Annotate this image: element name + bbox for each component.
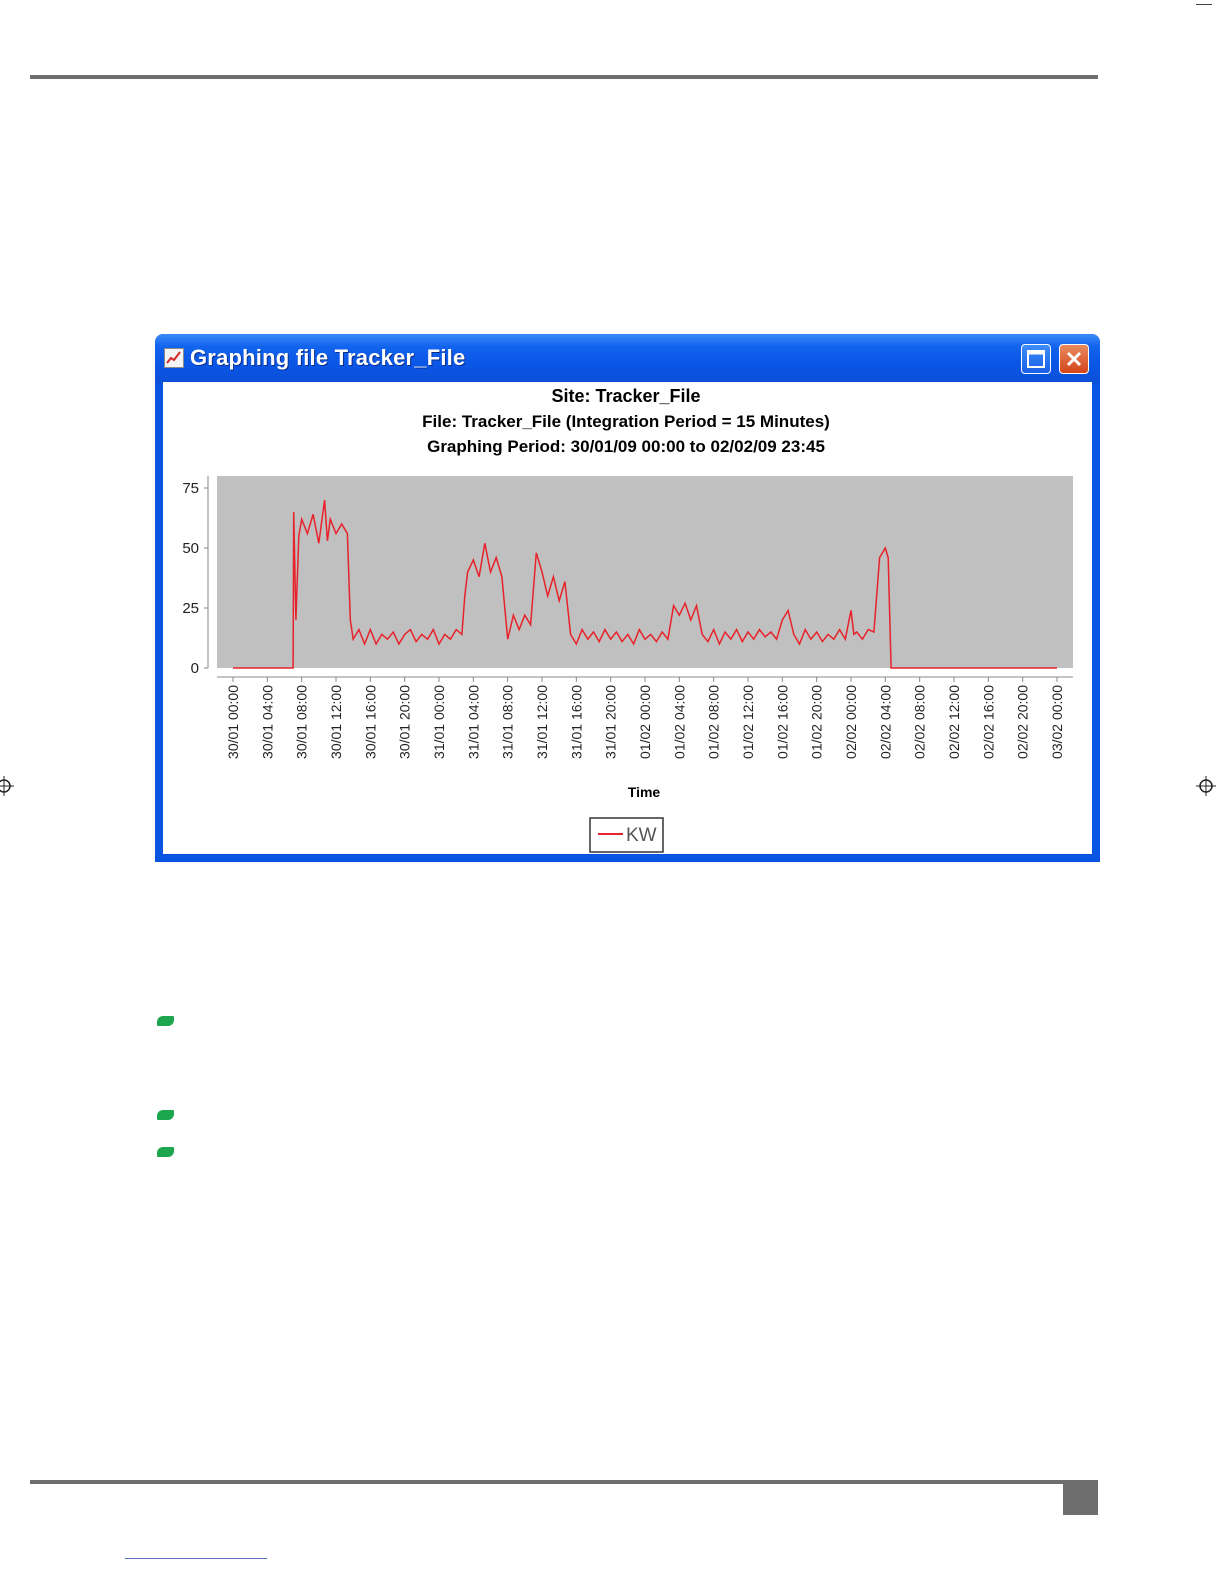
y-tick-label: 25 [182,600,199,617]
x-tick-label: 02/02 20:00 [1015,685,1031,759]
x-tick-label: 31/01 12:00 [534,685,550,759]
close-button[interactable] [1059,344,1089,374]
kw-line-chart: Site: Tracker_File File: Tracker_File (I… [182,386,1073,853]
x-tick-label: 01/02 12:00 [740,685,756,759]
registration-mark-right [1196,776,1216,796]
chart-panel: Site: Tracker_File File: Tracker_File (I… [163,382,1092,854]
y-axis-ticks: 0 25 50 75 [182,480,208,677]
chart-subtitle-period: Graphing Period: 30/01/09 00:00 to 02/02… [427,437,825,456]
y-tick-label: 75 [182,480,199,497]
x-tick-label: 31/01 20:00 [603,685,619,759]
x-tick-label: 31/01 08:00 [500,685,516,759]
plot-area [217,476,1073,668]
legend-label-kw: KW [626,825,657,846]
x-tick-label: 02/02 12:00 [946,685,962,759]
bottom-rule [30,1480,1098,1484]
crop-mark [1196,4,1212,5]
legend: KW [589,817,664,853]
chart-app-icon [164,348,184,368]
x-tick-label: 31/01 00:00 [431,685,447,759]
bullet-marker [157,1147,174,1157]
chart-title: Site: Tracker_File [551,386,700,406]
top-rule [30,75,1098,79]
y-tick-label: 0 [191,660,199,677]
x-tick-label: 01/02 20:00 [809,685,825,759]
graph-window: Graphing file Tracker_File Site: Tracker… [155,334,1100,862]
x-tick-label: 01/02 08:00 [706,685,722,759]
bullet-marker [157,1110,174,1120]
x-tick-label: 30/01 04:00 [259,685,275,759]
footer-link-underline [125,1558,267,1559]
x-tick-label: 30/01 20:00 [397,685,413,759]
x-tick-label: 01/02 00:00 [637,685,653,759]
x-axis-label: Time [628,784,661,800]
x-tick-label: 01/02 04:00 [671,685,687,759]
x-tick-label: 31/01 04:00 [465,685,481,759]
x-tick-label: 02/02 00:00 [843,685,859,759]
maximize-button[interactable] [1021,344,1051,374]
page-number-tab [1063,1484,1098,1515]
close-icon [1066,351,1082,367]
x-tick-label: 03/02 00:00 [1049,685,1065,759]
x-tick-label: 01/02 16:00 [774,685,790,759]
window-titlebar[interactable]: Graphing file Tracker_File [155,334,1100,384]
x-tick-label: 02/02 04:00 [877,685,893,759]
series-layer [233,499,1057,669]
bullet-marker [157,1016,174,1026]
x-tick-label: 30/01 16:00 [362,685,378,759]
chart-subtitle: File: Tracker_File (Integration Period =… [422,412,830,431]
window-title: Graphing file Tracker_File [190,345,466,370]
y-tick-label: 50 [182,540,199,557]
registration-mark-left [0,776,14,796]
series-line-kw [233,499,1057,669]
x-axis-ticks: 30/01 00:00 30/01 04:00 30/01 08:00 30/01 1… [225,677,1065,759]
x-tick-label: 30/01 08:00 [294,685,310,759]
maximize-icon [1027,350,1045,368]
x-tick-label: 31/01 16:00 [568,685,584,759]
x-tick-label: 30/01 00:00 [225,685,241,759]
x-tick-label: 02/02 16:00 [980,685,996,759]
x-tick-label: 30/01 12:00 [328,685,344,759]
x-tick-label: 02/02 08:00 [912,685,928,759]
